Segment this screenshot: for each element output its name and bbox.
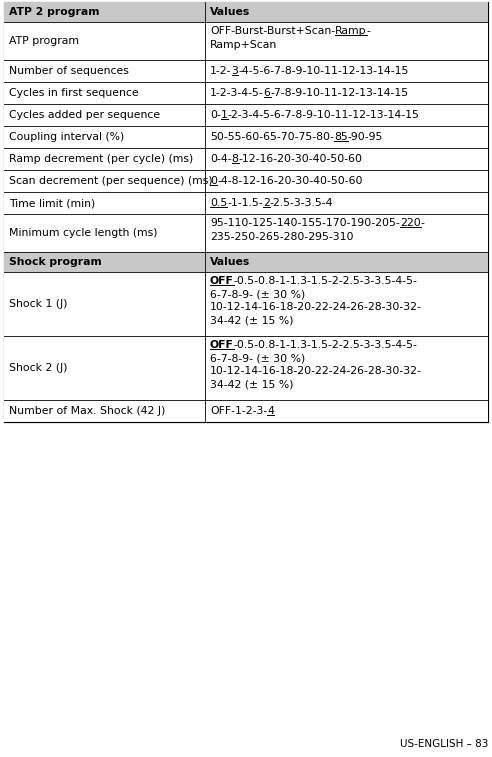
Text: 235-250-265-280-295-310: 235-250-265-280-295-310 — [210, 232, 353, 241]
Text: 1-2-: 1-2- — [210, 66, 232, 76]
Text: 6: 6 — [264, 88, 271, 98]
Bar — [4, 82, 488, 104]
Text: -: - — [421, 219, 425, 229]
Bar — [4, 148, 488, 170]
Text: Cycles added per sequence: Cycles added per sequence — [9, 110, 160, 120]
Text: Number of sequences: Number of sequences — [9, 66, 129, 76]
Text: 85: 85 — [334, 132, 348, 142]
Text: Number of Max. Shock (42 J): Number of Max. Shock (42 J) — [9, 406, 165, 416]
Text: Values: Values — [210, 257, 250, 267]
Text: 10-12-14-16-18-20-22-24-26-28-30-32-: 10-12-14-16-18-20-22-24-26-28-30-32- — [210, 366, 422, 376]
Text: -12-16-20-30-40-50-60: -12-16-20-30-40-50-60 — [239, 154, 363, 164]
Text: ATP program: ATP program — [9, 36, 79, 46]
Text: 34-42 (± 15 %): 34-42 (± 15 %) — [210, 379, 294, 390]
Text: 0-4-: 0-4- — [210, 154, 232, 164]
Text: US-ENGLISH – 83: US-ENGLISH – 83 — [400, 739, 488, 749]
Bar — [4, 252, 488, 272]
Text: 0: 0 — [210, 176, 217, 186]
Text: Shock program: Shock program — [9, 257, 102, 267]
Text: OFF-Burst-Burst+Scan-: OFF-Burst-Burst+Scan- — [210, 26, 335, 36]
Bar — [4, 60, 488, 82]
Bar — [4, 170, 488, 192]
Text: -1-1.5-: -1-1.5- — [227, 198, 263, 208]
Text: 6-7-8-9- (± 30 %): 6-7-8-9- (± 30 %) — [210, 289, 305, 300]
Text: 1: 1 — [221, 110, 228, 120]
Text: -90-95: -90-95 — [348, 132, 383, 142]
Text: OFF: OFF — [210, 341, 234, 350]
Text: -0.5-0.8-1-1.3-1.5-2-2.5-3-3.5-4-5-: -0.5-0.8-1-1.3-1.5-2-2.5-3-3.5-4-5- — [234, 276, 418, 286]
Bar — [4, 126, 488, 148]
Text: ATP 2 program: ATP 2 program — [9, 7, 99, 17]
Text: 0.5: 0.5 — [210, 198, 227, 208]
Text: Ramp+Scan: Ramp+Scan — [210, 39, 277, 49]
Text: 6-7-8-9- (± 30 %): 6-7-8-9- (± 30 %) — [210, 354, 305, 363]
Bar — [4, 104, 488, 126]
Text: 95-110-125-140-155-170-190-205-: 95-110-125-140-155-170-190-205- — [210, 219, 400, 229]
Text: Ramp: Ramp — [335, 26, 367, 36]
Text: Scan decrement (per sequence) (ms): Scan decrement (per sequence) (ms) — [9, 176, 213, 186]
Text: -0.5-0.8-1-1.3-1.5-2-2.5-3-3.5-4-5-: -0.5-0.8-1-1.3-1.5-2-2.5-3-3.5-4-5- — [234, 341, 418, 350]
Text: Ramp decrement (per cycle) (ms): Ramp decrement (per cycle) (ms) — [9, 154, 193, 164]
Text: 220: 220 — [400, 219, 421, 229]
Text: -7-8-9-10-11-12-13-14-15: -7-8-9-10-11-12-13-14-15 — [271, 88, 409, 98]
Text: -4-8-12-16-20-30-40-50-60: -4-8-12-16-20-30-40-50-60 — [217, 176, 363, 186]
Bar — [4, 272, 488, 336]
Text: Coupling interval (%): Coupling interval (%) — [9, 132, 124, 142]
Bar — [4, 192, 488, 214]
Text: -2-3-4-5-6-7-8-9-10-11-12-13-14-15: -2-3-4-5-6-7-8-9-10-11-12-13-14-15 — [228, 110, 420, 120]
Text: 4: 4 — [267, 406, 274, 416]
Text: 2: 2 — [263, 198, 270, 208]
Bar — [4, 336, 488, 400]
Text: 8: 8 — [232, 154, 239, 164]
Text: -2.5-3-3.5-4: -2.5-3-3.5-4 — [270, 198, 333, 208]
Text: 0-: 0- — [210, 110, 221, 120]
Text: OFF-1-2-3-: OFF-1-2-3- — [210, 406, 267, 416]
Text: 10-12-14-16-18-20-22-24-26-28-30-32-: 10-12-14-16-18-20-22-24-26-28-30-32- — [210, 303, 422, 313]
Text: 34-42 (± 15 %): 34-42 (± 15 %) — [210, 316, 294, 326]
Text: Shock 1 (J): Shock 1 (J) — [9, 299, 67, 309]
Text: 3: 3 — [232, 66, 239, 76]
Bar — [4, 2, 488, 22]
Bar — [4, 214, 488, 252]
Text: 50-55-60-65-70-75-80-: 50-55-60-65-70-75-80- — [210, 132, 334, 142]
Text: Minimum cycle length (ms): Minimum cycle length (ms) — [9, 228, 157, 238]
Bar — [4, 2, 488, 422]
Text: Values: Values — [210, 7, 250, 17]
Text: Shock 2 (J): Shock 2 (J) — [9, 363, 67, 373]
Text: Cycles in first sequence: Cycles in first sequence — [9, 88, 139, 98]
Bar — [4, 400, 488, 422]
Text: OFF: OFF — [210, 276, 234, 286]
Text: Time limit (min): Time limit (min) — [9, 198, 95, 208]
Text: 1-2-3-4-5-: 1-2-3-4-5- — [210, 88, 264, 98]
Text: -4-5-6-7-8-9-10-11-12-13-14-15: -4-5-6-7-8-9-10-11-12-13-14-15 — [239, 66, 409, 76]
Text: -: - — [367, 26, 370, 36]
Bar — [4, 22, 488, 60]
